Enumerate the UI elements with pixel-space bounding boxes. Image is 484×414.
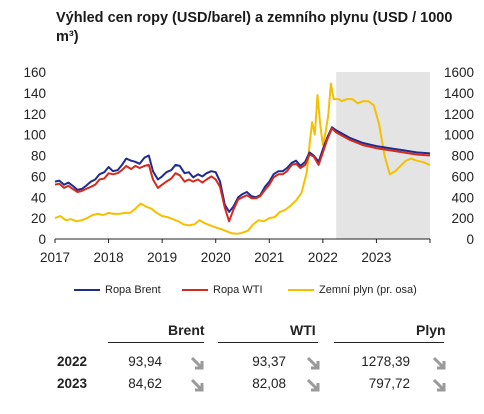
y-right-tick-label: 0 — [466, 232, 474, 247]
legend-label-wti: Ropa WTI — [213, 284, 263, 296]
y-left-tick-label: 140 — [23, 86, 46, 101]
table-header-rule-wti — [218, 342, 318, 343]
table-header-rule-brent — [108, 342, 204, 343]
table-header-brent: Brent — [168, 322, 205, 338]
legend-label-gas: Zemní plyn (pr. osa) — [319, 284, 417, 296]
forecast-shading — [336, 72, 430, 239]
table-header-plyn: Plyn — [416, 322, 446, 338]
table-row: 2023 84,62 82,08 797,72 — [0, 376, 484, 396]
row-plyn: 1278,39 — [361, 354, 410, 369]
row-brent: 93,94 — [128, 354, 162, 369]
series-line-gas — [54, 82, 431, 235]
y-right-tick-label: 800 — [451, 149, 474, 164]
x-tick-label: 2018 — [94, 250, 124, 265]
y-left-tick-label: 100 — [23, 128, 46, 143]
y-left-tick-label: 40 — [31, 190, 46, 205]
table-row: 2022 93,94 93,37 1278,39 — [0, 354, 484, 374]
row-wti: 93,37 — [252, 354, 286, 369]
y-right-tick-label: 400 — [451, 190, 474, 205]
y-right-tick-label: 1200 — [444, 107, 474, 122]
table-header-rule-plyn — [334, 342, 444, 343]
legend-item-brent: Ropa Brent — [74, 284, 161, 296]
arrow-diagonal-icon — [306, 378, 320, 392]
arrow-diagonal-icon — [190, 378, 204, 392]
row-wti: 82,08 — [252, 376, 286, 391]
legend-item-gas: Zemní plyn (pr. osa) — [288, 284, 417, 296]
y-right-tick-label: 1000 — [444, 128, 474, 143]
legend-swatch-wti — [182, 289, 208, 291]
y-right-tick-label: 1400 — [444, 86, 474, 101]
y-left-tick-label: 0 — [38, 232, 46, 247]
y-left-tick-label: 60 — [31, 169, 46, 184]
series-line-wti — [54, 127, 431, 223]
row-brent: 84,62 — [128, 376, 162, 391]
x-tick-label: 2020 — [201, 250, 231, 265]
legend-swatch-gas — [288, 289, 314, 291]
chart-title: Výhled cen ropy (USD/barel) a zemního pl… — [56, 10, 453, 45]
legend-label-brent: Ropa Brent — [105, 284, 161, 296]
row-year: 2022 — [57, 354, 88, 369]
x-tick-label: 2022 — [308, 250, 338, 265]
arrow-diagonal-icon — [190, 356, 204, 370]
x-tick-label: 2021 — [254, 250, 284, 265]
legend-swatch-brent — [74, 289, 100, 291]
y-left-tick-label: 120 — [23, 107, 46, 122]
y-left-tick-label: 20 — [31, 211, 46, 226]
x-tick-label: 2023 — [361, 250, 391, 265]
row-year: 2023 — [57, 376, 88, 391]
y-right-tick-label: 600 — [451, 169, 474, 184]
chart-svg: 0204060801001201401600200400600800100012… — [23, 65, 474, 265]
y-right-tick-label: 1600 — [444, 65, 474, 80]
arrow-diagonal-icon — [432, 356, 446, 370]
arrow-diagonal-icon — [432, 378, 446, 392]
legend-item-wti: Ropa WTI — [182, 284, 263, 296]
x-tick-label: 2017 — [40, 250, 70, 265]
x-tick-label: 2019 — [147, 250, 177, 265]
chart-legend: Ropa Brent Ropa WTI Zemní plyn (pr. osa) — [0, 284, 484, 300]
table-header-wti: WTI — [290, 322, 316, 338]
arrow-diagonal-icon — [306, 356, 320, 370]
y-left-tick-label: 80 — [31, 149, 46, 164]
row-plyn: 797,72 — [368, 376, 410, 391]
y-right-tick-label: 200 — [451, 211, 474, 226]
y-left-tick-label: 160 — [23, 65, 46, 80]
